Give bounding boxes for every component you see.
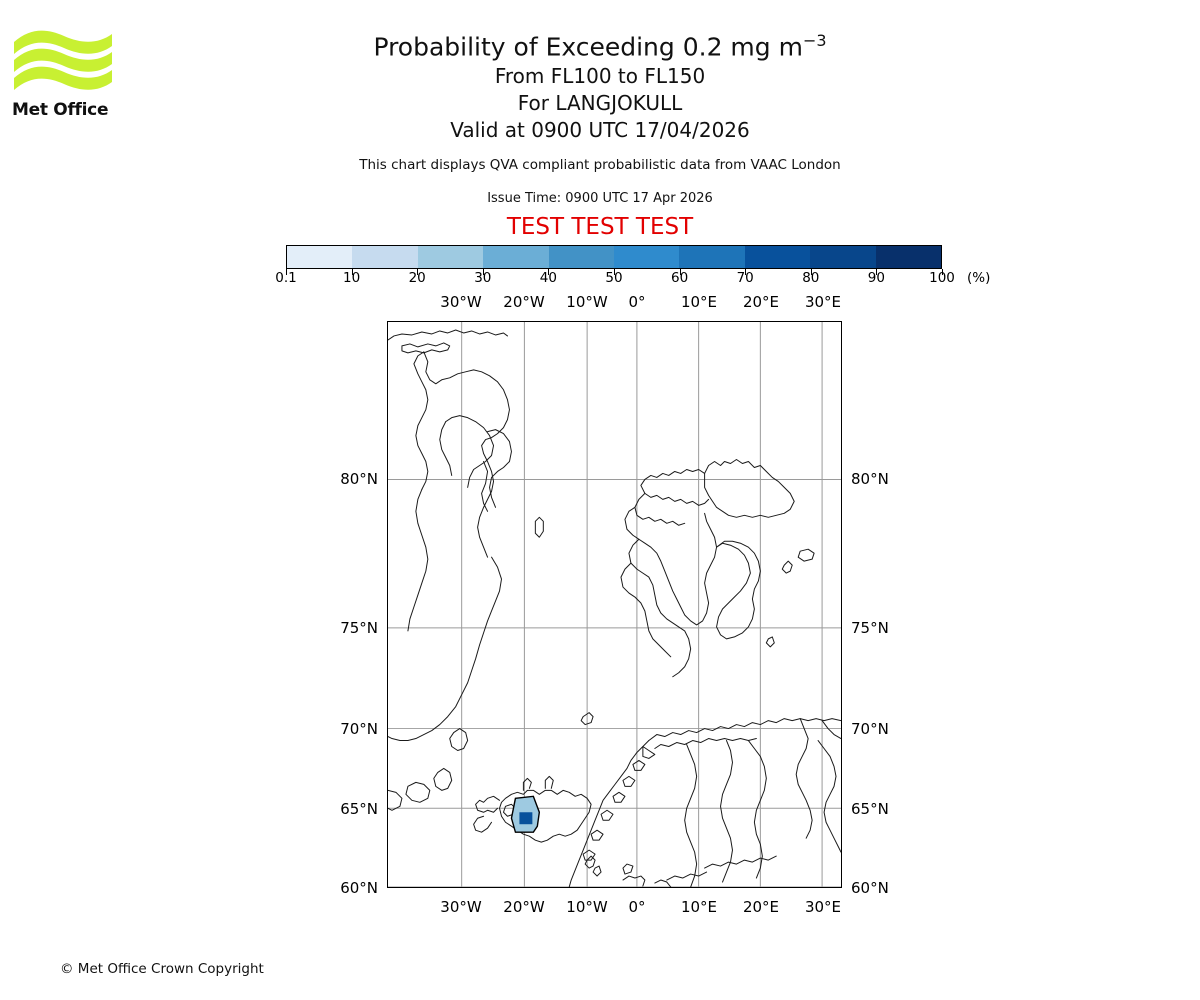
colorbar-label-50: 50 bbox=[605, 270, 623, 286]
colorbar-tick-3 bbox=[482, 269, 484, 275]
coastlines bbox=[388, 329, 841, 887]
colorbar-label-30: 30 bbox=[474, 270, 492, 286]
test-banner: TEST TEST TEST bbox=[506, 214, 694, 240]
colorbar-tick-8 bbox=[810, 269, 812, 275]
lat-label-left-75°N: 75°N bbox=[340, 619, 378, 637]
lon-label-top-20°W: 20°W bbox=[503, 293, 545, 311]
flight-level-subtitle: From FL100 to FL150 bbox=[494, 64, 706, 88]
colorbar-tick-0 bbox=[286, 269, 287, 275]
ash-plume-core bbox=[519, 812, 533, 825]
colorbar-label-40: 40 bbox=[539, 270, 557, 286]
colorbar-label-20: 20 bbox=[408, 270, 426, 286]
chart-title-text: Probability of Exceeding 0.2 mg m bbox=[373, 32, 803, 62]
colorbar-tick-1 bbox=[351, 269, 353, 275]
colorbar-tickmarks bbox=[286, 269, 943, 277]
chart-title-exponent: −3 bbox=[802, 31, 827, 50]
lon-label-top-10°W: 10°W bbox=[566, 293, 608, 311]
colorbar-label-10: 10 bbox=[343, 270, 361, 286]
lat-label-right-75°N: 75°N bbox=[851, 619, 889, 637]
lon-label-bottom-30°W: 30°W bbox=[440, 898, 482, 916]
met-office-logo: Met Office bbox=[12, 22, 122, 120]
colorbar-label-0.1: 0.1 bbox=[275, 270, 297, 286]
colorbar-swatch-2 bbox=[417, 246, 484, 268]
colorbar-label-70: 70 bbox=[736, 270, 754, 286]
colorbar-swatch-4 bbox=[548, 246, 615, 268]
lat-label-left-80°N: 80°N bbox=[340, 470, 378, 488]
probability-colorbar bbox=[286, 245, 942, 269]
map-panel[interactable] bbox=[387, 321, 842, 888]
met-office-wave-icon bbox=[14, 30, 112, 90]
map-canvas bbox=[388, 322, 841, 887]
colorbar-swatch-9 bbox=[875, 246, 942, 268]
lon-label-top-0°: 0° bbox=[628, 293, 646, 311]
lon-label-top-30°E: 30°E bbox=[804, 293, 842, 311]
lat-label-left-65°N: 65°N bbox=[340, 800, 378, 818]
colorbar-tick-7 bbox=[745, 269, 747, 275]
ash-plume bbox=[510, 795, 541, 833]
lon-label-bottom-20°E: 20°E bbox=[742, 898, 780, 916]
colorbar-label-100: 100 bbox=[929, 270, 955, 286]
chart-title: Probability of Exceeding 0.2 mg m−3 bbox=[0, 26, 1200, 62]
colorbar-tick-9 bbox=[876, 269, 878, 275]
colorbar-swatch-7 bbox=[744, 246, 811, 268]
lat-label-right-80°N: 80°N bbox=[851, 470, 889, 488]
colorbar-swatch-3 bbox=[483, 246, 549, 268]
colorbar-swatch-6 bbox=[679, 246, 745, 268]
met-office-wordmark: Met Office bbox=[12, 100, 109, 120]
issue-time-text: Issue Time: 0900 UTC 17 Apr 2026 bbox=[487, 191, 713, 206]
colorbar-tick-2 bbox=[417, 269, 419, 275]
volcano-subtitle: For LANGJOKULL bbox=[517, 91, 683, 115]
lat-label-right-70°N: 70°N bbox=[851, 720, 889, 738]
lon-label-bottom-30°E: 30°E bbox=[804, 898, 842, 916]
colorbar-label-60: 60 bbox=[671, 270, 689, 286]
colorbar-label-80: 80 bbox=[802, 270, 820, 286]
colorbar-label-90: 90 bbox=[867, 270, 885, 286]
colorbar-swatch-8 bbox=[810, 246, 876, 268]
lon-label-bottom-0°: 0° bbox=[628, 898, 646, 916]
colorbar-tick-6 bbox=[679, 269, 681, 275]
lat-label-right-65°N: 65°N bbox=[851, 800, 889, 818]
lat-label-left-70°N: 70°N bbox=[340, 720, 378, 738]
lon-label-bottom-10°E: 10°E bbox=[680, 898, 718, 916]
qva-compliance-note: This chart displays QVA compliant probab… bbox=[359, 157, 841, 173]
colorbar-swatch-1 bbox=[352, 246, 418, 268]
lon-label-bottom-20°W: 20°W bbox=[503, 898, 545, 916]
copyright-text: © Met Office Crown Copyright bbox=[60, 961, 264, 977]
lon-label-top-30°W: 30°W bbox=[440, 293, 482, 311]
colorbar-swatch-0 bbox=[287, 246, 353, 268]
lon-label-top-10°E: 10°E bbox=[680, 293, 718, 311]
colorbar-tick-4 bbox=[548, 269, 550, 275]
lat-label-left-60°N: 60°N bbox=[340, 879, 378, 897]
colorbar-tick-5 bbox=[614, 269, 615, 275]
colorbar-swatch-5 bbox=[614, 246, 680, 268]
colorbar-tick-labels: 0.1 10 20 30 40 50 60 70 80 90 100 bbox=[0, 270, 1200, 290]
colorbar-gradient bbox=[286, 245, 942, 269]
colorbar-tick-10 bbox=[942, 269, 943, 275]
lat-label-right-60°N: 60°N bbox=[851, 879, 889, 897]
colorbar-unit-label: (%) bbox=[967, 270, 991, 286]
lon-label-top-20°E: 20°E bbox=[742, 293, 780, 311]
valid-time-subtitle: Valid at 0900 UTC 17/04/2026 bbox=[450, 118, 750, 142]
lon-label-bottom-10°W: 10°W bbox=[566, 898, 608, 916]
